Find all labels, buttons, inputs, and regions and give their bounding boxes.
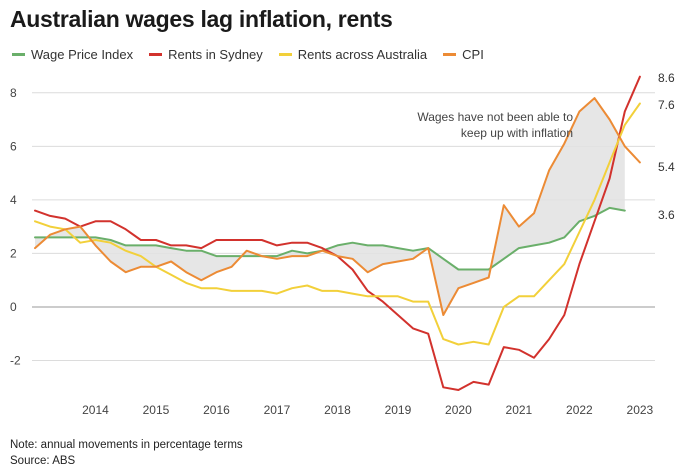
legend-item: CPI [443,47,484,62]
chart-title: Australian wages lag inflation, rents [10,6,393,32]
legend-swatch [12,53,25,56]
y-tick-label: 0 [10,300,17,314]
footnote: Note: annual movements in percentage ter… [10,437,243,469]
x-tick-label: 2016 [203,403,230,417]
legend-swatch [149,53,163,56]
series-line-rents-across-australia [34,102,641,346]
legend-label: Wage Price Index [31,47,134,62]
annotation-text: keep up with inflation [461,126,573,140]
x-tick-label: 2020 [445,403,472,417]
end-value-label: 8.6 [658,71,675,85]
end-value-label: 3.6 [658,208,675,222]
y-tick-label: 4 [10,193,17,207]
annotation-text: Wages have not been able to [417,110,573,124]
y-tick-label: 2 [10,246,17,260]
label-layer: Wages have not been able to keep up with … [417,71,675,222]
legend-label: CPI [462,47,484,62]
wage-cpi-gap-shading [35,98,625,315]
end-value-label: 5.4 [658,160,675,174]
x-tick-label: 2023 [627,403,654,417]
legend-swatch [278,53,292,56]
legend-swatch [443,53,457,56]
source-text: Source: ABS [10,455,76,467]
shaded-gap-layer [35,98,625,315]
x-tick-label: 2022 [566,403,593,417]
note-text: Note: annual movements in percentage ter… [10,439,243,451]
x-tick-label: 2015 [143,403,170,417]
legend-item: Rents across Australia [278,47,428,62]
x-tick-label: 2019 [385,403,412,417]
legend: Wage Price Index Rents in Sydney Rents acr… [12,47,500,62]
legend-item: Wage Price Index [12,47,133,62]
x-tick-label: 2014 [82,403,109,417]
series-layer [34,75,641,391]
end-value-label: 7.6 [658,98,675,112]
x-tick-label: 2018 [324,403,351,417]
x-tick-label: 2017 [264,403,291,417]
series-line-wage-price-index [34,206,626,271]
y-tick-label: -2 [10,354,21,368]
y-tick-label: 6 [10,139,17,153]
x-tick-label: 2021 [506,403,533,417]
legend-item: Rents in Sydney [149,47,263,62]
y-tick-label: 8 [10,86,17,100]
legend-label: Rents across Australia [297,47,428,62]
legend-label: Rents in Sydney [168,47,263,62]
series-line-cpi [34,97,641,316]
